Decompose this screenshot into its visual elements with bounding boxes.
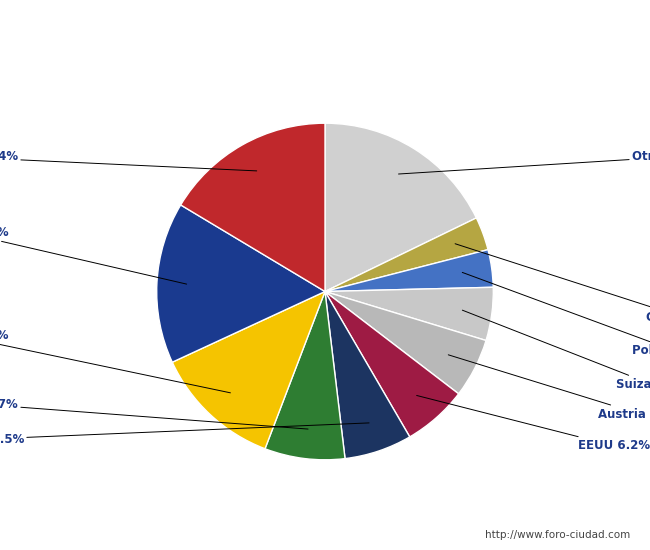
- Text: Países Bajos 6.5%: Países Bajos 6.5%: [0, 423, 369, 447]
- Text: Otros 17.8%: Otros 17.8%: [398, 150, 650, 174]
- Wedge shape: [181, 123, 325, 292]
- Text: EEUU 6.2%: EEUU 6.2%: [417, 395, 650, 453]
- Wedge shape: [325, 292, 486, 394]
- Wedge shape: [325, 292, 459, 437]
- Text: Alella - Turistas extranjeros según país - Abril de 2024: Alella - Turistas extranjeros según país…: [79, 14, 571, 31]
- Wedge shape: [325, 218, 488, 292]
- Text: Suiza 5.1%: Suiza 5.1%: [462, 310, 650, 391]
- Text: Italia 7.7%: Italia 7.7%: [0, 398, 308, 429]
- Wedge shape: [325, 250, 493, 292]
- Wedge shape: [172, 292, 325, 449]
- Text: Reino Unido 16.4%: Reino Unido 16.4%: [0, 150, 257, 171]
- Text: Austria 5.7%: Austria 5.7%: [448, 355, 650, 421]
- Wedge shape: [157, 205, 325, 362]
- Text: Alemania 12.3%: Alemania 12.3%: [0, 328, 231, 393]
- Text: Francia 15.5%: Francia 15.5%: [0, 226, 187, 284]
- Wedge shape: [325, 292, 410, 459]
- Wedge shape: [325, 123, 476, 292]
- Text: Polonia 3.6%: Polonia 3.6%: [462, 272, 650, 358]
- Text: http://www.foro-ciudad.com: http://www.foro-ciudad.com: [486, 530, 630, 540]
- Text: China 3.2%: China 3.2%: [455, 244, 650, 324]
- Wedge shape: [265, 292, 345, 460]
- Wedge shape: [325, 287, 493, 340]
